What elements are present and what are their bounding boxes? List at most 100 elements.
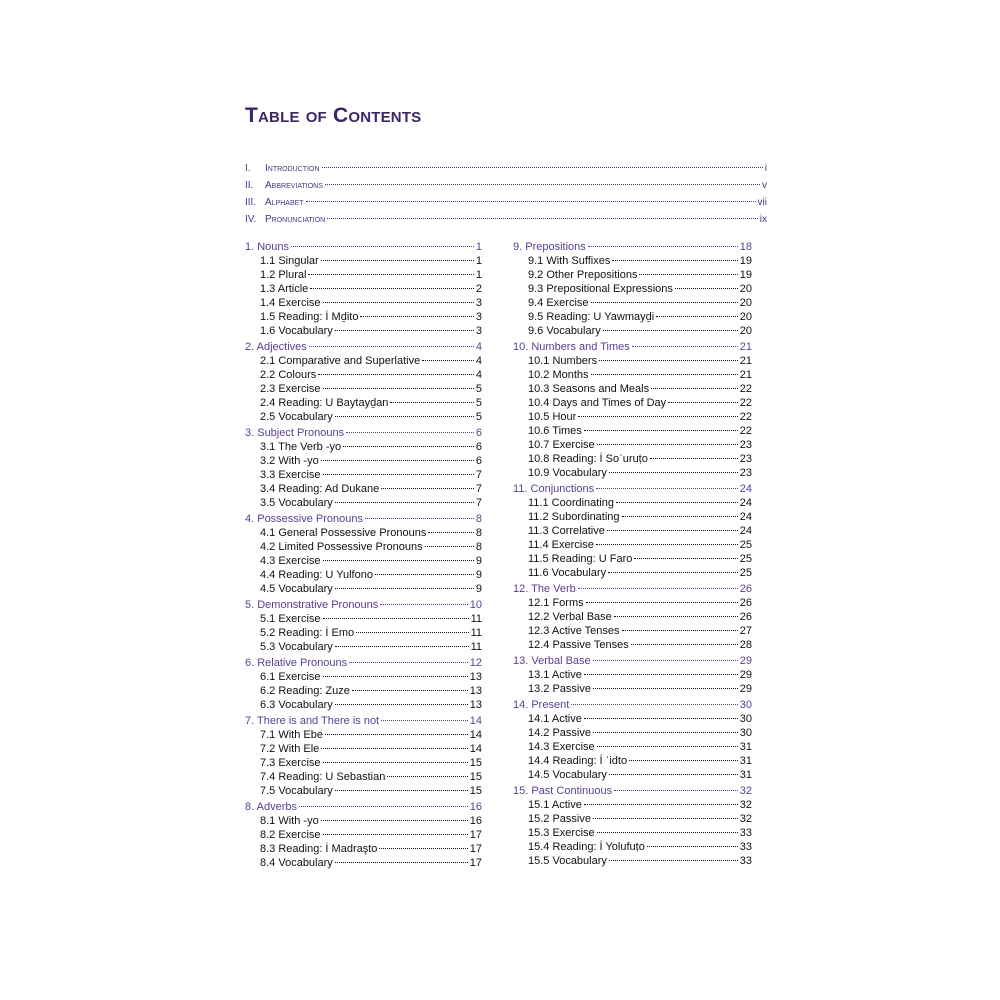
toc-section-entry[interactable]: 3.5 Vocabulary 7: [245, 496, 482, 510]
toc-section-entry[interactable]: 2.4 Reading: U Baytayḏan 5: [245, 396, 482, 410]
toc-section-entry[interactable]: 6.2 Reading: Zuze 13: [245, 684, 482, 698]
toc-section-entry[interactable]: 15.1 Active 32: [513, 798, 752, 812]
toc-chapter-entry[interactable]: 1. Nouns 1: [245, 240, 482, 254]
toc-section-entry[interactable]: 12.2 Verbal Base 26: [513, 610, 752, 624]
toc-chapter-entry[interactable]: 11. Conjunctions 24: [513, 482, 752, 496]
toc-section-entry[interactable]: 8.4 Vocabulary 17: [245, 856, 482, 870]
toc-section-entry[interactable]: 3.2 With -yo 6: [245, 454, 482, 468]
toc-section-entry[interactable]: 13.2 Passive 29: [513, 682, 752, 696]
toc-section-entry[interactable]: 12.3 Active Tenses 27: [513, 624, 752, 638]
toc-chapter-entry[interactable]: 12. The Verb 26: [513, 582, 752, 596]
entry-label: Alphabet: [265, 197, 304, 208]
toc-section-entry[interactable]: 8.1 With -yo 16: [245, 814, 482, 828]
toc-section-entry[interactable]: 1.2 Plural 1: [245, 268, 482, 282]
toc-section-entry[interactable]: 2.1 Comparative and Superlative 4: [245, 354, 482, 368]
toc-section-entry[interactable]: 8.2 Exercise 17: [245, 828, 482, 842]
toc-front-entry[interactable]: III. Alphabet vii: [245, 197, 767, 214]
toc-section-entry[interactable]: 12.1 Forms 26: [513, 596, 752, 610]
toc-section-entry[interactable]: 5.3 Vocabulary 11: [245, 640, 482, 654]
toc-chapter-entry[interactable]: 6. Relative Pronouns 12: [245, 656, 482, 670]
toc-section-entry[interactable]: 10.1 Numbers 21: [513, 354, 752, 368]
toc-section-entry[interactable]: 5.2 Reading: İ Emo 11: [245, 626, 482, 640]
toc-section-entry[interactable]: 7.2 With Ele 14: [245, 742, 482, 756]
toc-section-entry[interactable]: 3.3 Exercise 7: [245, 468, 482, 482]
toc-front-entry[interactable]: I. Introduction i: [245, 163, 767, 180]
toc-chapter-entry[interactable]: 15. Past Continuous 32: [513, 784, 752, 798]
toc-chapter-entry[interactable]: 7. There is and There is not 14: [245, 714, 482, 728]
toc-chapter-entry[interactable]: 14. Present 30: [513, 698, 752, 712]
toc-section-entry[interactable]: 1.4 Exercise 3: [245, 296, 482, 310]
toc-section-entry[interactable]: 13.1 Active 29: [513, 668, 752, 682]
toc-section-entry[interactable]: 3.1 The Verb -yo 6: [245, 440, 482, 454]
entry-page: 9: [475, 583, 482, 595]
toc-chapter-entry[interactable]: 5. Demonstrative Pronouns 10: [245, 598, 482, 612]
toc-section-entry[interactable]: 11.5 Reading: U Faro 25: [513, 552, 752, 566]
dot-leader: [305, 201, 756, 202]
toc-section-entry[interactable]: 15.5 Vocabulary 33: [513, 854, 752, 868]
toc-section-entry[interactable]: 14.1 Active 30: [513, 712, 752, 726]
toc-section-entry[interactable]: 15.3 Exercise 33: [513, 826, 752, 840]
toc-section-entry[interactable]: 7.5 Vocabulary 15: [245, 784, 482, 798]
toc-section-entry[interactable]: 10.8 Reading: İ Soʿuruṭo 23: [513, 452, 752, 466]
toc-section-entry[interactable]: 1.6 Vocabulary 3: [245, 324, 482, 338]
toc-chapter-entry[interactable]: 2. Adjectives 4: [245, 340, 482, 354]
toc-front-entry[interactable]: IV. Pronunciation ix: [245, 214, 767, 231]
toc-chapter-entry[interactable]: 8. Adverbs 16: [245, 800, 482, 814]
toc-section-entry[interactable]: 4.5 Vocabulary 9: [245, 582, 482, 596]
toc-section-entry[interactable]: 14.3 Exercise 31: [513, 740, 752, 754]
toc-section-entry[interactable]: 14.5 Vocabulary 31: [513, 768, 752, 782]
toc-section-entry[interactable]: 6.1 Exercise 13: [245, 670, 482, 684]
toc-section-entry[interactable]: 11.3 Correlative 24: [513, 524, 752, 538]
entry-page: 30: [739, 699, 752, 711]
toc-section-entry[interactable]: 1.1 Singular 1: [245, 254, 482, 268]
dot-leader: [327, 218, 758, 219]
toc-section-entry[interactable]: 10.7 Exercise 23: [513, 438, 752, 452]
toc-section-entry[interactable]: 14.4 Reading: İ ʿidto 31: [513, 754, 752, 768]
toc-section-entry[interactable]: 9.6 Vocabulary 20: [513, 324, 752, 338]
toc-section-entry[interactable]: 7.3 Exercise 15: [245, 756, 482, 770]
toc-section-entry[interactable]: 10.5 Hour 22: [513, 410, 752, 424]
toc-section-entry[interactable]: 14.2 Passive 30: [513, 726, 752, 740]
toc-section-entry[interactable]: 7.4 Reading: U Sebastian 15: [245, 770, 482, 784]
toc-section-entry[interactable]: 1.3 Article 2: [245, 282, 482, 296]
entry-page: 1: [475, 255, 482, 267]
toc-section-entry[interactable]: 4.1 General Possessive Pronouns 8: [245, 526, 482, 540]
toc-section-entry[interactable]: 9.5 Reading: U Yawmayḏi 20: [513, 310, 752, 324]
toc-section-entry[interactable]: 15.2 Passive 32: [513, 812, 752, 826]
toc-section-entry[interactable]: 10.6 Times 22: [513, 424, 752, 438]
toc-section-entry[interactable]: 4.4 Reading: U Yulfono 9: [245, 568, 482, 582]
toc-section-entry[interactable]: 4.2 Limited Possessive Pronouns 8: [245, 540, 482, 554]
toc-section-entry[interactable]: 4.3 Exercise 9: [245, 554, 482, 568]
toc-section-entry[interactable]: 2.5 Vocabulary 5: [245, 410, 482, 424]
toc-chapter-entry[interactable]: 4. Possessive Pronouns 8: [245, 512, 482, 526]
toc-section-entry[interactable]: 9.4 Exercise 20: [513, 296, 752, 310]
toc-chapter-entry[interactable]: 9. Prepositions 18: [513, 240, 752, 254]
toc-section-entry[interactable]: 11.2 Subordinating 24: [513, 510, 752, 524]
toc-section-entry[interactable]: 1.5 Reading: İ Mḏito 3: [245, 310, 482, 324]
toc-section-entry[interactable]: 10.4 Days and Times of Day 22: [513, 396, 752, 410]
toc-front-entry[interactable]: II. Abbreviations v: [245, 180, 767, 197]
toc-section-entry[interactable]: 11.4 Exercise 25: [513, 538, 752, 552]
toc-section-entry[interactable]: 7.1 With Ebe 14: [245, 728, 482, 742]
toc-section-entry[interactable]: 2.2 Colours 4: [245, 368, 482, 382]
toc-section-entry[interactable]: 11.6 Vocabulary 25: [513, 566, 752, 580]
toc-section-entry[interactable]: 5.1 Exercise 11: [245, 612, 482, 626]
toc-section-entry[interactable]: 9.3 Prepositional Expressions 20: [513, 282, 752, 296]
toc-section-entry[interactable]: 3.4 Reading: Ad Dukane 7: [245, 482, 482, 496]
toc-section-entry[interactable]: 15.4 Reading: İ Yolufuṭo 33: [513, 840, 752, 854]
toc-section-entry[interactable]: 12.4 Passive Tenses 28: [513, 638, 752, 652]
toc-section-entry[interactable]: 2.3 Exercise 5: [245, 382, 482, 396]
toc-section-entry[interactable]: 9.2 Other Prepositions 19: [513, 268, 752, 282]
toc-chapter-entry[interactable]: 13. Verbal Base 29: [513, 654, 752, 668]
toc-section-entry[interactable]: 10.9 Vocabulary 23: [513, 466, 752, 480]
toc-chapter-entry[interactable]: 10. Numbers and Times 21: [513, 340, 752, 354]
toc-section-entry[interactable]: 9.1 With Suffixes 19: [513, 254, 752, 268]
dot-leader: [334, 862, 468, 863]
entry-label: 10.4 Days and Times of Day: [528, 397, 667, 409]
toc-section-entry[interactable]: 10.2 Months 21: [513, 368, 752, 382]
toc-section-entry[interactable]: 6.3 Vocabulary 13: [245, 698, 482, 712]
toc-chapter-entry[interactable]: 3. Subject Pronouns 6: [245, 426, 482, 440]
toc-section-entry[interactable]: 10.3 Seasons and Meals 22: [513, 382, 752, 396]
toc-section-entry[interactable]: 11.1 Coordinating 24: [513, 496, 752, 510]
toc-section-entry[interactable]: 8.3 Reading: İ Madraşto 17: [245, 842, 482, 856]
